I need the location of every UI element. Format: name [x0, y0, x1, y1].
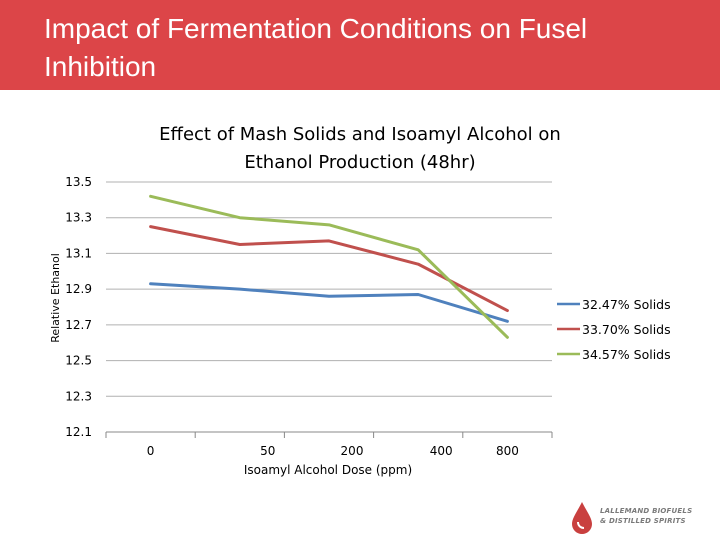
drop-icon — [572, 502, 592, 534]
chart-legend: 32.47% Solids 33.70% Solids 34.57% Solids — [557, 297, 671, 362]
slide-header: Impact of Fermentation Conditions on Fus… — [0, 0, 720, 90]
legend-label-2: 33.70% Solids — [582, 322, 671, 337]
chart-gridlines — [106, 181, 552, 397]
chart-title: Effect of Mash Solids and Isoamyl Alcoho… — [159, 124, 561, 173]
x-axis-label: Isoamyl Alcohol Dose (ppm) — [244, 463, 412, 477]
y-tick-label: 12.1 — [65, 425, 92, 439]
x-tick-label: 400 — [430, 444, 453, 458]
y-tick-label: 13.1 — [65, 246, 92, 260]
series-lines — [149, 194, 509, 339]
y-tick-label: 12.3 — [65, 389, 92, 403]
company-logo: LALLEMAND BIOFUELS & DISTILLED SPIRITS — [568, 498, 718, 538]
series-line-2 — [149, 225, 509, 313]
series-line-1 — [149, 282, 509, 323]
logo-line-1: LALLEMAND BIOFUELS — [600, 507, 693, 515]
slide-title: Impact of Fermentation Conditions on Fus… — [44, 13, 588, 82]
logo-line-2: & DISTILLED SPIRITS — [600, 517, 686, 525]
y-axis-ticks: 13.5 13.3 13.1 12.9 12.7 12.5 12.3 12.1 — [65, 175, 92, 439]
y-tick-label: 13.5 — [65, 175, 92, 189]
line-chart: Effect of Mash Solids and Isoamyl Alcoho… — [49, 124, 671, 477]
legend-label-3: 34.57% Solids — [582, 347, 671, 362]
y-tick-label: 13.3 — [65, 211, 92, 225]
y-tick-label: 12.7 — [65, 318, 92, 332]
x-tick-label: 200 — [341, 444, 364, 458]
series-line-3 — [149, 194, 509, 339]
x-tick-label: 800 — [496, 444, 519, 458]
y-tick-label: 12.9 — [65, 282, 92, 296]
x-axis: 0 50 200 400 800 — [105, 431, 553, 458]
chart-title-line-2: Ethanol Production (48hr) — [244, 152, 475, 173]
x-tick-label: 0 — [147, 444, 155, 458]
logo-text: LALLEMAND BIOFUELS & DISTILLED SPIRITS — [600, 506, 692, 526]
chart-title-line-1: Effect of Mash Solids and Isoamyl Alcoho… — [159, 124, 561, 145]
y-axis-label: Relative Ethanol — [49, 253, 62, 343]
y-tick-label: 12.5 — [65, 354, 92, 368]
legend-label-1: 32.47% Solids — [582, 297, 671, 312]
x-tick-label: 50 — [260, 444, 275, 458]
